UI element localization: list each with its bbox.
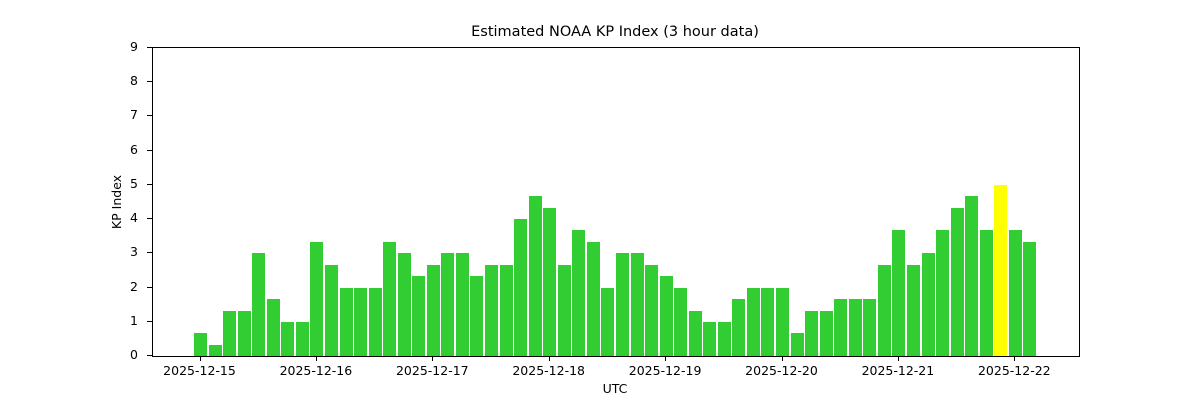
kp-bar	[892, 230, 906, 356]
kp-bar	[746, 287, 760, 356]
y-tick-label: 6	[130, 141, 138, 157]
y-tick-mark	[147, 115, 152, 117]
x-axis-label: UTC	[602, 381, 628, 396]
y-tick-mark	[147, 218, 152, 220]
kp-bar	[426, 264, 440, 356]
kp-bar	[761, 287, 775, 356]
kp-bar	[732, 298, 746, 356]
x-tick-mark	[548, 356, 550, 361]
x-tick-label: 2025-12-15	[163, 363, 236, 378]
kp-bar	[703, 321, 717, 356]
kp-bar	[965, 196, 979, 356]
kp-bar	[936, 230, 950, 356]
kp-bar	[543, 207, 557, 356]
kp-bar	[630, 253, 644, 356]
kp-bar	[717, 321, 731, 356]
kp-bar	[557, 264, 571, 356]
kp-bar	[441, 253, 455, 356]
y-tick-mark	[147, 149, 152, 151]
y-tick-mark	[147, 47, 152, 48]
kp-bar	[528, 196, 542, 356]
chart-title: Estimated NOAA KP Index (3 hour data)	[471, 24, 759, 40]
y-tick-label: 4	[130, 210, 138, 226]
kp-bar	[412, 276, 426, 356]
kp-bar	[281, 321, 295, 356]
kp-bar	[950, 207, 964, 356]
kp-bar	[834, 298, 848, 356]
kp-bar	[1008, 230, 1022, 356]
x-tick-label: 2025-12-16	[279, 363, 353, 378]
x-tick-mark	[199, 356, 201, 361]
y-tick-label: 1	[130, 312, 138, 328]
x-tick-label: 2025-12-17	[395, 363, 469, 378]
kp-bar	[921, 253, 935, 356]
x-tick-mark	[1014, 356, 1016, 361]
kp-bar	[1023, 242, 1037, 356]
x-tick-mark	[315, 356, 317, 361]
kp-bar	[455, 253, 469, 356]
kp-bar	[252, 253, 266, 356]
x-tick-mark	[897, 356, 899, 361]
y-tick-label: 7	[130, 107, 138, 123]
kp-bar	[237, 310, 251, 356]
x-tick-label: 2025-12-21	[861, 363, 935, 378]
y-tick-mark	[147, 355, 152, 356]
kp-bar	[310, 242, 324, 356]
y-tick-label: 2	[130, 278, 138, 294]
kp-bar	[994, 184, 1008, 356]
y-tick-mark	[147, 286, 152, 288]
y-axis-label: KP Index	[109, 174, 124, 230]
x-tick-label: 2025-12-20	[745, 363, 818, 378]
kp-bar	[383, 242, 397, 356]
kp-bar	[295, 321, 309, 356]
kp-bar	[485, 264, 498, 356]
kp-bar	[397, 253, 411, 356]
y-tick-mark	[147, 320, 152, 322]
kp-bar	[223, 310, 237, 356]
kp-bar	[776, 287, 789, 356]
kp-bar	[194, 333, 207, 356]
kp-bar	[324, 264, 338, 356]
kp-bar	[266, 298, 280, 356]
kp-bar	[586, 242, 600, 356]
kp-bar	[601, 287, 615, 356]
kp-bar	[805, 310, 819, 356]
kp-bar	[790, 333, 804, 356]
kp-bar	[979, 230, 993, 356]
y-tick-label: 3	[130, 244, 138, 260]
y-tick-label: 8	[130, 73, 138, 89]
kp-bar	[572, 230, 586, 356]
x-tick-label: 2025-12-18	[512, 363, 586, 378]
y-tick-label: 5	[130, 175, 138, 191]
kp-bar	[819, 310, 833, 356]
plot-area	[152, 47, 1080, 357]
kp-bar	[354, 287, 368, 356]
kp-bar	[615, 253, 629, 356]
y-tick-label: 9	[130, 39, 138, 54]
x-tick-mark	[432, 356, 434, 361]
x-tick-mark	[665, 356, 667, 361]
y-tick-mark	[147, 81, 152, 83]
kp-bar	[674, 287, 688, 356]
kp-bar	[514, 219, 528, 356]
kp-bar	[863, 298, 877, 356]
kp-bar	[688, 310, 702, 356]
kp-bar	[848, 298, 862, 356]
y-tick-mark	[147, 252, 152, 254]
kp-bar	[877, 264, 891, 356]
kp-bar	[906, 264, 920, 356]
y-tick-label: 0	[130, 347, 138, 362]
kp-bar	[659, 276, 673, 356]
x-tick-label: 2025-12-22	[977, 363, 1051, 378]
kp-bar	[339, 287, 353, 356]
x-tick-label: 2025-12-19	[628, 363, 702, 378]
kp-bar	[368, 287, 382, 356]
x-tick-mark	[781, 356, 783, 361]
kp-bar	[499, 264, 513, 356]
kp-bar	[470, 276, 484, 356]
y-tick-mark	[147, 183, 152, 185]
kp-bar	[208, 344, 222, 356]
kp-bar	[645, 264, 659, 356]
